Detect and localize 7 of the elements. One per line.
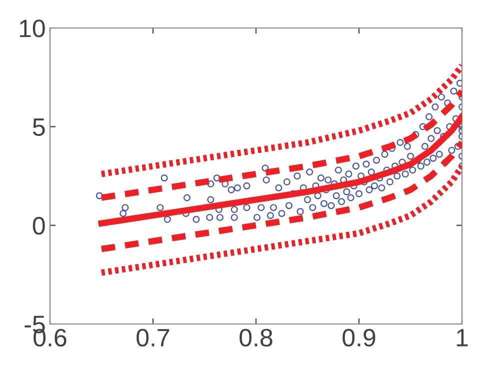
x-tick-label: 0.9 [342, 328, 376, 347]
x-tick-label: 0.8 [240, 328, 272, 347]
y-tick-label: 0 [32, 216, 45, 235]
x-tick-label: 1 [456, 329, 468, 346]
x-tick-label: 0.7 [136, 328, 170, 347]
y-tick-label: 10 [20, 20, 45, 38]
y-tick-label: 5 [32, 118, 45, 136]
